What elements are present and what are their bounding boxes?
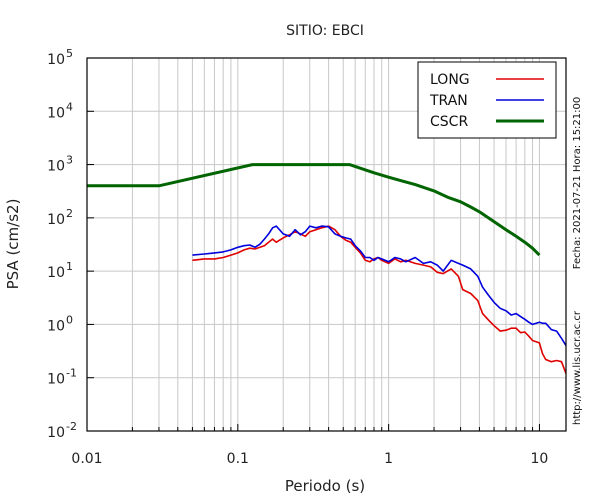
y-tick-exponent: -2 xyxy=(66,420,77,433)
series-line-cscr xyxy=(87,163,541,257)
y-tick-exponent: 5 xyxy=(66,47,73,60)
legend: LONG TRAN CSCR xyxy=(417,61,557,139)
x-tick-label: 10 xyxy=(531,451,549,467)
y-tick-exponent: 2 xyxy=(66,207,73,220)
legend-label-long: LONG xyxy=(430,72,470,88)
y-tick-label: 10 xyxy=(47,372,65,388)
chart-title: SITIO: EBCI xyxy=(286,23,364,39)
legend-label-cscr: CSCR xyxy=(430,114,468,130)
series-lines xyxy=(87,163,567,374)
y-tick-label: 10 xyxy=(47,425,65,441)
y-tick-exponent: 1 xyxy=(66,260,73,273)
y-tick-label: 10 xyxy=(47,105,65,121)
series-line-long xyxy=(192,225,567,374)
url-annotation: http://www.lis.ucr.ac.cr xyxy=(572,310,583,425)
x-tick-label: 0.01 xyxy=(71,451,102,467)
y-tick-exponent: 3 xyxy=(66,154,73,167)
y-tick-label: 10 xyxy=(47,52,65,68)
series-line-tran xyxy=(192,225,567,347)
x-axis-title: Periodo (s) xyxy=(285,477,365,495)
plot-frame xyxy=(86,57,567,432)
y-tick-exponent: 0 xyxy=(66,313,73,326)
x-tick-label: 0.1 xyxy=(227,451,249,467)
y-axis-title: PSA (cm/s2) xyxy=(4,199,22,290)
y-tick-label: 10 xyxy=(47,265,65,281)
y-tick-exponent: -1 xyxy=(66,367,77,380)
y-tick-exponent: 4 xyxy=(66,100,73,113)
date-annotation: Fecha: 2021-07-21 Hora: 15:21:00 xyxy=(572,97,583,270)
y-tick-label: 10 xyxy=(47,318,65,334)
y-tick-label: 10 xyxy=(47,159,65,175)
legend-label-tran: TRAN xyxy=(429,93,468,109)
y-tick-label: 10 xyxy=(47,212,65,228)
x-tick-label: 1 xyxy=(384,451,393,467)
